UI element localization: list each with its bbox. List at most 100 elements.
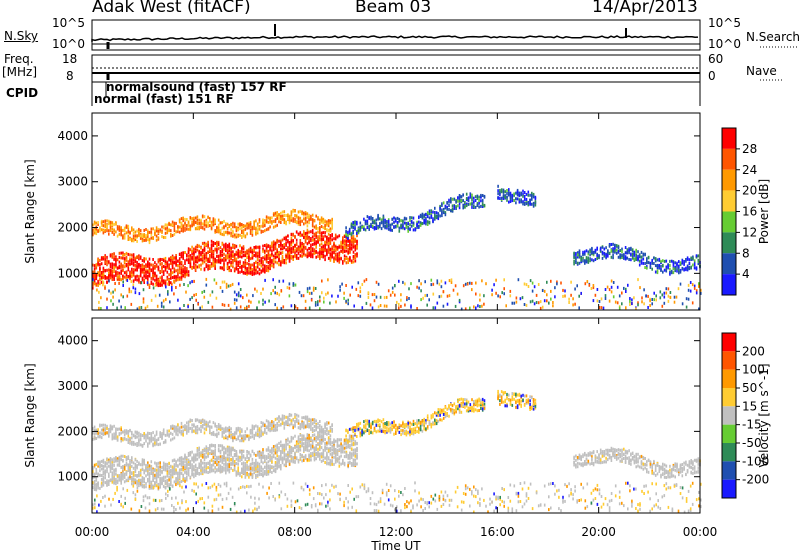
echo-cell: [228, 259, 231, 263]
echo-cell: [306, 254, 309, 258]
echo-cell: [465, 197, 468, 200]
echo-cell: [177, 259, 179, 263]
echo-cell: [253, 248, 255, 252]
echo-cell: [695, 289, 698, 293]
echo-cell: [118, 232, 121, 236]
echo-cell: [157, 236, 160, 240]
echo-cell: [142, 300, 145, 304]
echo-cell: [214, 457, 216, 461]
echo-cell: [209, 463, 211, 467]
echo-cell: [287, 240, 289, 244]
echo-cell: [379, 304, 382, 307]
echo-cell: [288, 221, 291, 225]
echo-cell: [197, 302, 199, 306]
echo-cell: [175, 471, 177, 475]
echo-cell: [303, 236, 305, 240]
echo-cell: [104, 275, 106, 278]
echo-cell: [591, 248, 593, 252]
echo-cell: [180, 275, 183, 279]
echo-cell: [223, 230, 225, 234]
echo-cell: [483, 294, 485, 298]
echo-cell: [465, 202, 468, 206]
colorbar-tick-label: 4: [742, 267, 750, 281]
colorbar-swatch: [722, 169, 736, 191]
echo-cell: [92, 286, 94, 290]
echo-cell: [673, 295, 676, 299]
echo-cell: [638, 259, 641, 263]
echo-cell: [473, 196, 475, 200]
echo-cell: [115, 456, 117, 459]
echo-cell: [333, 245, 335, 249]
echo-cell: [157, 229, 160, 233]
echo-cell: [509, 193, 512, 197]
echo-cell: [548, 301, 550, 305]
echo-cell: [655, 298, 657, 302]
echo-cell: [166, 275, 169, 279]
echo-cell: [92, 228, 94, 232]
echo-cell: [186, 269, 188, 273]
echo-cell: [209, 257, 211, 261]
echo-cell: [175, 275, 177, 279]
echo-cell: [311, 223, 314, 227]
echo-cell: [189, 265, 192, 269]
echo-cell: [136, 234, 138, 238]
echo-cell: [421, 222, 424, 225]
echo-cell: [256, 229, 259, 233]
echo-cell: [281, 260, 284, 264]
echo-cell: [308, 213, 310, 217]
echo-cell: [98, 290, 100, 294]
echo-cell: [246, 262, 248, 265]
echo-cell: [116, 306, 118, 310]
echo-cell: [207, 240, 209, 244]
echo-cell: [477, 304, 479, 308]
echo-cell: [481, 194, 484, 197]
echo-cell: [601, 250, 604, 254]
echo-cell: [94, 282, 96, 286]
echo-cell: [425, 219, 427, 223]
echo-cell: [219, 444, 222, 448]
echo-cell: [612, 281, 615, 284]
echo-cell: [354, 246, 357, 250]
echo-cell: [642, 261, 645, 265]
echo-cell: [205, 242, 208, 246]
echo-cell: [253, 265, 255, 269]
echo-cell: [336, 252, 339, 256]
echo-cell: [207, 447, 209, 450]
echo-cell: [532, 204, 535, 208]
echo-cell: [148, 468, 151, 472]
echo-cell: [249, 263, 252, 267]
echo-cell: [225, 249, 227, 252]
echo-cell: [232, 250, 234, 254]
echo-cell: [164, 236, 167, 239]
echo-cell: [685, 259, 687, 263]
echo-cell: [129, 275, 131, 279]
echo-cell: [253, 253, 255, 257]
echo-cell: [700, 291, 702, 295]
echo-cell: [276, 306, 278, 310]
echo-cell: [423, 221, 425, 225]
echo-cell: [201, 455, 204, 459]
echo-cell: [132, 273, 135, 277]
echo-cell: [102, 220, 105, 224]
echo-cell: [148, 241, 151, 245]
echo-cell: [256, 224, 259, 228]
echo-cell: [134, 478, 137, 482]
echo-cell: [113, 457, 115, 461]
echo-cell: [203, 260, 206, 264]
echo-cell: [242, 231, 245, 235]
velocity-echoes: [92, 389, 702, 514]
echo-cell: [230, 256, 232, 260]
echo-cell: [109, 229, 112, 232]
colorbar-tick-label: 12: [742, 225, 757, 239]
echo-cell: [623, 253, 625, 257]
echo-cell: [407, 227, 409, 231]
echo-cell: [384, 221, 386, 225]
echo-cell: [100, 483, 103, 487]
echo-cell: [271, 258, 273, 262]
echo-cell: [106, 260, 108, 264]
echo-cell: [271, 243, 273, 247]
echo-cell: [476, 197, 479, 200]
echo-cell: [582, 259, 584, 263]
echo-cell: [523, 303, 526, 306]
echo-cell: [306, 242, 309, 246]
